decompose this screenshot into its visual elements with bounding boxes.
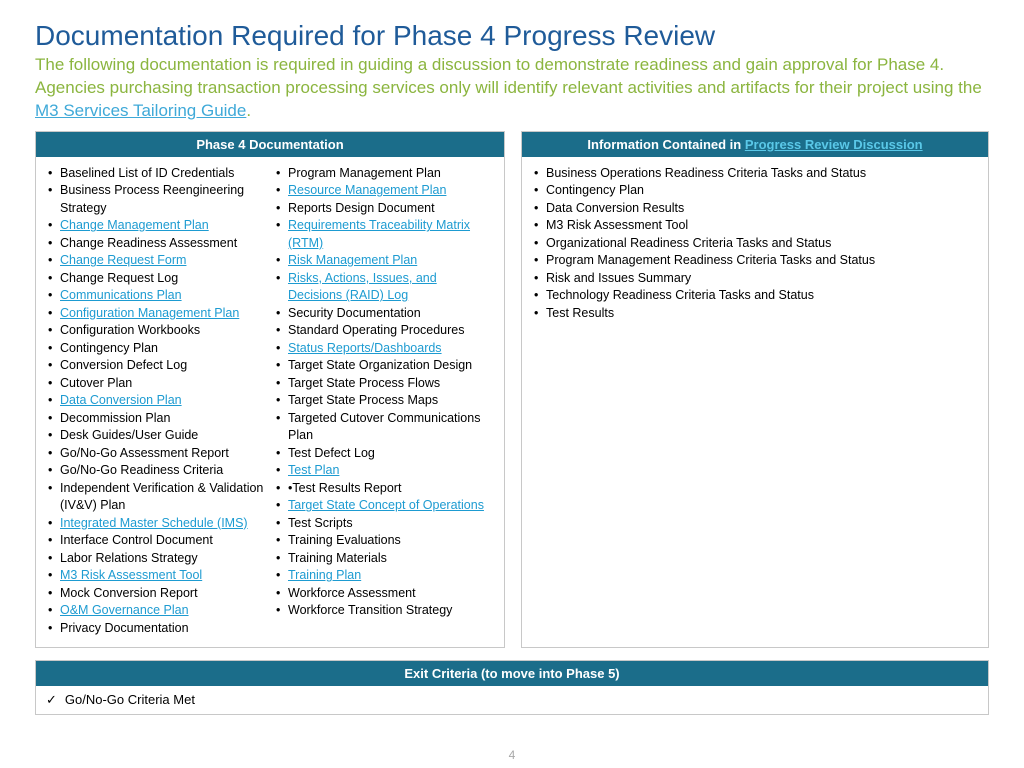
doc-list-col-a: Baselined List of ID CredentialsBusiness… — [46, 165, 266, 638]
list-item: Communications Plan — [46, 287, 266, 305]
list-item: Target State Concept of Operations — [274, 497, 494, 515]
info-header: Information Contained in Progress Review… — [522, 132, 988, 157]
list-item: Target State Process Flows — [274, 375, 494, 393]
intro-pre: The following documentation is required … — [35, 55, 982, 97]
intro-link[interactable]: M3 Services Tailoring Guide — [35, 101, 246, 120]
list-item: Configuration Management Plan — [46, 305, 266, 323]
list-item: Risk Management Plan — [274, 252, 494, 270]
doc-link[interactable]: O&M Governance Plan — [60, 603, 189, 617]
list-item: Risk and Issues Summary — [532, 270, 978, 288]
list-item: Change Request Log — [46, 270, 266, 288]
list-item: Data Conversion Results — [532, 200, 978, 218]
list-item: Go/No-Go Assessment Report — [46, 445, 266, 463]
list-item: Change Management Plan — [46, 217, 266, 235]
list-item: Program Management Readiness Criteria Ta… — [532, 252, 978, 270]
list-item: Configuration Workbooks — [46, 322, 266, 340]
list-item: Test Results — [532, 305, 978, 323]
list-item: Status Reports/Dashboards — [274, 340, 494, 358]
list-item: O&M Governance Plan — [46, 602, 266, 620]
list-item: Contingency Plan — [532, 182, 978, 200]
list-item: M3 Risk Assessment Tool — [532, 217, 978, 235]
intro-text: The following documentation is required … — [35, 54, 989, 123]
info-list: Business Operations Readiness Criteria T… — [532, 165, 978, 323]
list-item: Target State Organization Design — [274, 357, 494, 375]
list-item: Change Request Form — [46, 252, 266, 270]
info-header-pre: Information Contained in — [587, 137, 744, 152]
list-item: Training Evaluations — [274, 532, 494, 550]
exit-criteria-item: Go/No-Go Criteria Met — [46, 692, 195, 707]
doc-link[interactable]: Training Plan — [288, 568, 361, 582]
list-item: Cutover Plan — [46, 375, 266, 393]
list-item: Integrated Master Schedule (IMS) — [46, 515, 266, 533]
list-item: Conversion Defect Log — [46, 357, 266, 375]
list-item: Test Plan — [274, 462, 494, 480]
doc-link[interactable]: Target State Concept of Operations — [288, 498, 484, 512]
list-item: •Test Results Report — [274, 480, 494, 498]
list-item: M3 Risk Assessment Tool — [46, 567, 266, 585]
doc-link[interactable]: Resource Management Plan — [288, 183, 446, 197]
list-item: Labor Relations Strategy — [46, 550, 266, 568]
page-number: 4 — [0, 748, 1024, 762]
info-panel: Information Contained in Progress Review… — [521, 131, 989, 649]
exit-criteria-panel: Exit Criteria (to move into Phase 5) Go/… — [35, 660, 989, 715]
list-item: Target State Process Maps — [274, 392, 494, 410]
list-item: Business Process Reengineering Strategy — [46, 182, 266, 217]
list-item: Baselined List of ID Credentials — [46, 165, 266, 183]
doc-link[interactable]: Configuration Management Plan — [60, 306, 239, 320]
list-item: Go/No-Go Readiness Criteria — [46, 462, 266, 480]
list-item: Privacy Documentation — [46, 620, 266, 638]
list-item: Workforce Assessment — [274, 585, 494, 603]
list-item: Test Scripts — [274, 515, 494, 533]
list-item: Targeted Cutover Communications Plan — [274, 410, 494, 445]
list-item: Requirements Traceability Matrix (RTM) — [274, 217, 494, 252]
list-item: Reports Design Document — [274, 200, 494, 218]
list-item: Security Documentation — [274, 305, 494, 323]
page-title: Documentation Required for Phase 4 Progr… — [35, 20, 989, 52]
doc-link[interactable]: Risk Management Plan — [288, 253, 417, 267]
list-item: Workforce Transition Strategy — [274, 602, 494, 620]
doc-link[interactable]: Communications Plan — [60, 288, 182, 302]
intro-post: . — [246, 101, 251, 120]
exit-criteria-header: Exit Criteria (to move into Phase 5) — [36, 661, 988, 686]
list-item: Independent Verification & Validation (I… — [46, 480, 266, 515]
phase4-doc-panel: Phase 4 Documentation Baselined List of … — [35, 131, 505, 649]
list-item: Decommission Plan — [46, 410, 266, 428]
list-item: Technology Readiness Criteria Tasks and … — [532, 287, 978, 305]
list-item: Contingency Plan — [46, 340, 266, 358]
doc-link[interactable]: M3 Risk Assessment Tool — [60, 568, 202, 582]
doc-link[interactable]: Change Request Form — [60, 253, 186, 267]
doc-link[interactable]: Change Management Plan — [60, 218, 209, 232]
phase4-doc-header: Phase 4 Documentation — [36, 132, 504, 157]
list-item: Interface Control Document — [46, 532, 266, 550]
list-item: Program Management Plan — [274, 165, 494, 183]
doc-link[interactable]: Data Conversion Plan — [60, 393, 182, 407]
list-item: Training Materials — [274, 550, 494, 568]
list-item: Resource Management Plan — [274, 182, 494, 200]
list-item: Training Plan — [274, 567, 494, 585]
doc-link[interactable]: Status Reports/Dashboards — [288, 341, 442, 355]
doc-link[interactable]: Integrated Master Schedule (IMS) — [60, 516, 248, 530]
list-item: Standard Operating Procedures — [274, 322, 494, 340]
list-item: Data Conversion Plan — [46, 392, 266, 410]
list-item: Test Defect Log — [274, 445, 494, 463]
doc-list-col-b: Program Management PlanResource Manageme… — [274, 165, 494, 638]
info-header-link[interactable]: Progress Review Discussion — [745, 137, 923, 152]
list-item: Business Operations Readiness Criteria T… — [532, 165, 978, 183]
doc-link[interactable]: Requirements Traceability Matrix (RTM) — [288, 218, 470, 250]
list-item: Risks, Actions, Issues, and Decisions (R… — [274, 270, 494, 305]
doc-link[interactable]: Test Plan — [288, 463, 339, 477]
list-item: Desk Guides/User Guide — [46, 427, 266, 445]
doc-link[interactable]: Risks, Actions, Issues, and Decisions (R… — [288, 271, 437, 303]
list-item: Mock Conversion Report — [46, 585, 266, 603]
list-item: Organizational Readiness Criteria Tasks … — [532, 235, 978, 253]
list-item: Change Readiness Assessment — [46, 235, 266, 253]
